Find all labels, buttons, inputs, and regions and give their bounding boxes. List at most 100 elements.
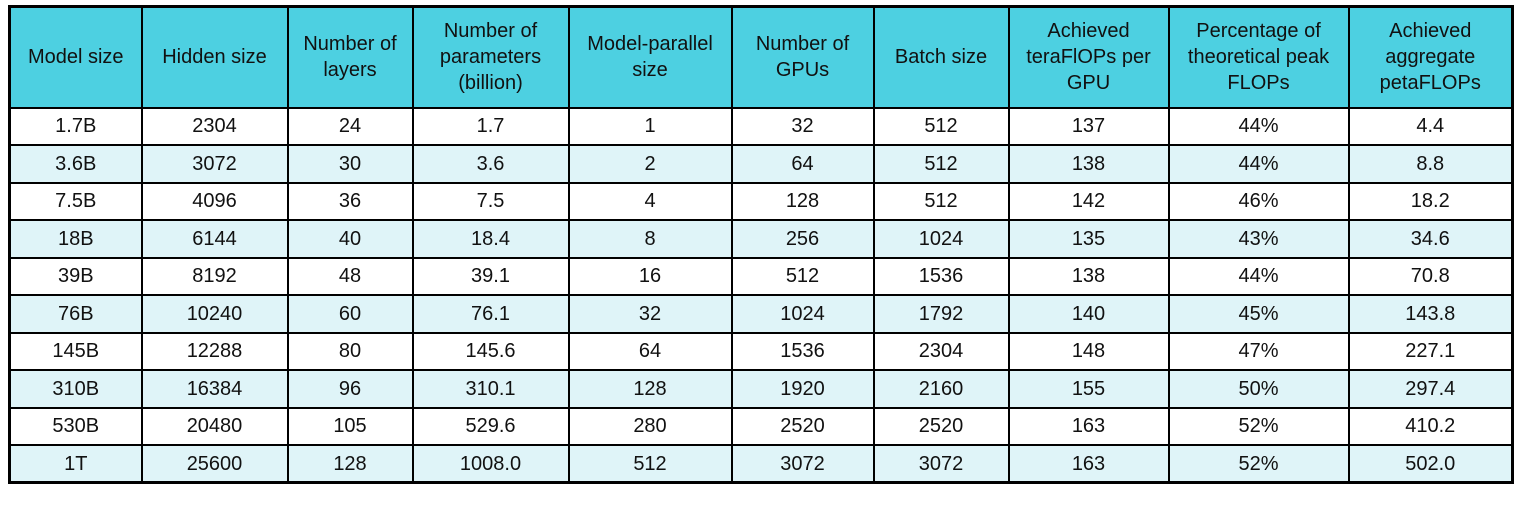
table-row-8: 530B 20480 105 529.6 280 2520 2520 163 52% 410.2 — [8, 406, 1514, 446]
table-row-7: 310B 16384 96 310.1 128 1920 2160 155 50% 297.4 — [8, 369, 1514, 409]
table-cell: 4.4 — [1347, 106, 1514, 146]
table-cell: 70.8 — [1347, 256, 1514, 296]
table-cell: 46% — [1167, 181, 1350, 221]
table-cell: 3.6B — [8, 144, 143, 184]
table-row-6: 145B 12288 80 145.6 64 1536 2304 148 47% 227.1 — [8, 331, 1514, 371]
column-header-6: Batch size — [872, 5, 1010, 109]
table-cell: 2 — [567, 144, 733, 184]
model-scaling-table: Model size Hidden size Number of layers Num… — [8, 5, 1514, 484]
column-header-4: Model-parallel size — [567, 5, 733, 109]
table-cell: 43% — [1167, 219, 1350, 259]
table-cell: 44% — [1167, 106, 1350, 146]
table-cell: 18.4 — [411, 219, 570, 259]
table-row-5: 76B 10240 60 76.1 32 1024 1792 140 45% 143.8 — [8, 294, 1514, 334]
header-row: Model size Hidden size Number of layers Num… — [8, 5, 1514, 109]
table-cell: 39.1 — [411, 256, 570, 296]
table-cell: 512 — [872, 144, 1010, 184]
table-cell: 148 — [1007, 331, 1170, 371]
table-cell: 128 — [730, 181, 875, 221]
table-container: Model size Hidden size Number of layers Num… — [8, 5, 1514, 484]
table-cell: 96 — [286, 369, 414, 409]
table-row-2: 7.5B 4096 36 7.5 4 128 512 142 46% 18.2 — [8, 181, 1514, 221]
table-cell: 80 — [286, 331, 414, 371]
table-row-9: 1T 25600 128 1008.0 512 3072 3072 163 52% 502.0 — [8, 444, 1514, 484]
table-cell: 1024 — [872, 219, 1010, 259]
table-cell: 128 — [567, 369, 733, 409]
table-cell: 1T — [8, 444, 143, 484]
table-cell: 1024 — [730, 294, 875, 334]
table-cell: 60 — [286, 294, 414, 334]
column-header-7: Achieved teraFlOPs per GPU — [1007, 5, 1170, 109]
table-cell: 76.1 — [411, 294, 570, 334]
table-cell: 502.0 — [1347, 444, 1514, 484]
table-cell: 44% — [1167, 256, 1350, 296]
column-header-1: Hidden size — [140, 5, 289, 109]
table-cell: 64 — [567, 331, 733, 371]
table-cell: 4096 — [140, 181, 289, 221]
table-cell: 142 — [1007, 181, 1170, 221]
table-cell: 138 — [1007, 144, 1170, 184]
table-cell: 1008.0 — [411, 444, 570, 484]
table-cell: 8 — [567, 219, 733, 259]
table-cell: 64 — [730, 144, 875, 184]
table-cell: 280 — [567, 406, 733, 446]
table-cell: 36 — [286, 181, 414, 221]
table-cell: 16384 — [140, 369, 289, 409]
table-row-0: 1.7B 2304 24 1.7 1 32 512 137 44% 4.4 — [8, 106, 1514, 146]
table-cell: 18.2 — [1347, 181, 1514, 221]
table-cell: 52% — [1167, 444, 1350, 484]
table-cell: 310B — [8, 369, 143, 409]
table-row-4: 39B 8192 48 39.1 16 512 1536 138 44% 70.8 — [8, 256, 1514, 296]
table-cell: 512 — [567, 444, 733, 484]
column-header-3: Number of parameters (billion) — [411, 5, 570, 109]
column-header-0: Model size — [8, 5, 143, 109]
column-header-9: Achieved aggregate petaFLOPs — [1347, 5, 1514, 109]
table-cell: 128 — [286, 444, 414, 484]
table-cell: 32 — [730, 106, 875, 146]
table-cell: 12288 — [140, 331, 289, 371]
table-cell: 529.6 — [411, 406, 570, 446]
table-cell: 24 — [286, 106, 414, 146]
table-cell: 297.4 — [1347, 369, 1514, 409]
table-cell: 16 — [567, 256, 733, 296]
table-cell: 163 — [1007, 406, 1170, 446]
table-cell: 143.8 — [1347, 294, 1514, 334]
table-cell: 3072 — [140, 144, 289, 184]
table-cell: 512 — [730, 256, 875, 296]
table-cell: 3072 — [730, 444, 875, 484]
table-cell: 45% — [1167, 294, 1350, 334]
table-cell: 256 — [730, 219, 875, 259]
table-cell: 4 — [567, 181, 733, 221]
table-cell: 8192 — [140, 256, 289, 296]
table-cell: 2520 — [872, 406, 1010, 446]
table-cell: 512 — [872, 106, 1010, 146]
table-cell: 3072 — [872, 444, 1010, 484]
table-row-3: 18B 6144 40 18.4 8 256 1024 135 43% 34.6 — [8, 219, 1514, 259]
table-cell: 2520 — [730, 406, 875, 446]
table-cell: 50% — [1167, 369, 1350, 409]
table-cell: 2304 — [872, 331, 1010, 371]
table-cell: 52% — [1167, 406, 1350, 446]
table-cell: 1536 — [872, 256, 1010, 296]
table-cell: 138 — [1007, 256, 1170, 296]
table-cell: 40 — [286, 219, 414, 259]
table-cell: 6144 — [140, 219, 289, 259]
table-cell: 140 — [1007, 294, 1170, 334]
table-cell: 2160 — [872, 369, 1010, 409]
table-cell: 1.7 — [411, 106, 570, 146]
table-cell: 310.1 — [411, 369, 570, 409]
table-cell: 410.2 — [1347, 406, 1514, 446]
table-body: 1.7B 2304 24 1.7 1 32 512 137 44% 4.4 3.6B 3072 30 3.… — [8, 106, 1514, 484]
table-cell: 2304 — [140, 106, 289, 146]
table-cell: 18B — [8, 219, 143, 259]
table-cell: 135 — [1007, 219, 1170, 259]
table-cell: 47% — [1167, 331, 1350, 371]
table-cell: 227.1 — [1347, 331, 1514, 371]
column-header-5: Number of GPUs — [730, 5, 875, 109]
table-cell: 1.7B — [8, 106, 143, 146]
table-cell: 105 — [286, 406, 414, 446]
table-cell: 44% — [1167, 144, 1350, 184]
table-cell: 145B — [8, 331, 143, 371]
column-header-8: Percentage of theoretical peak FLOPs — [1167, 5, 1350, 109]
table-cell: 30 — [286, 144, 414, 184]
